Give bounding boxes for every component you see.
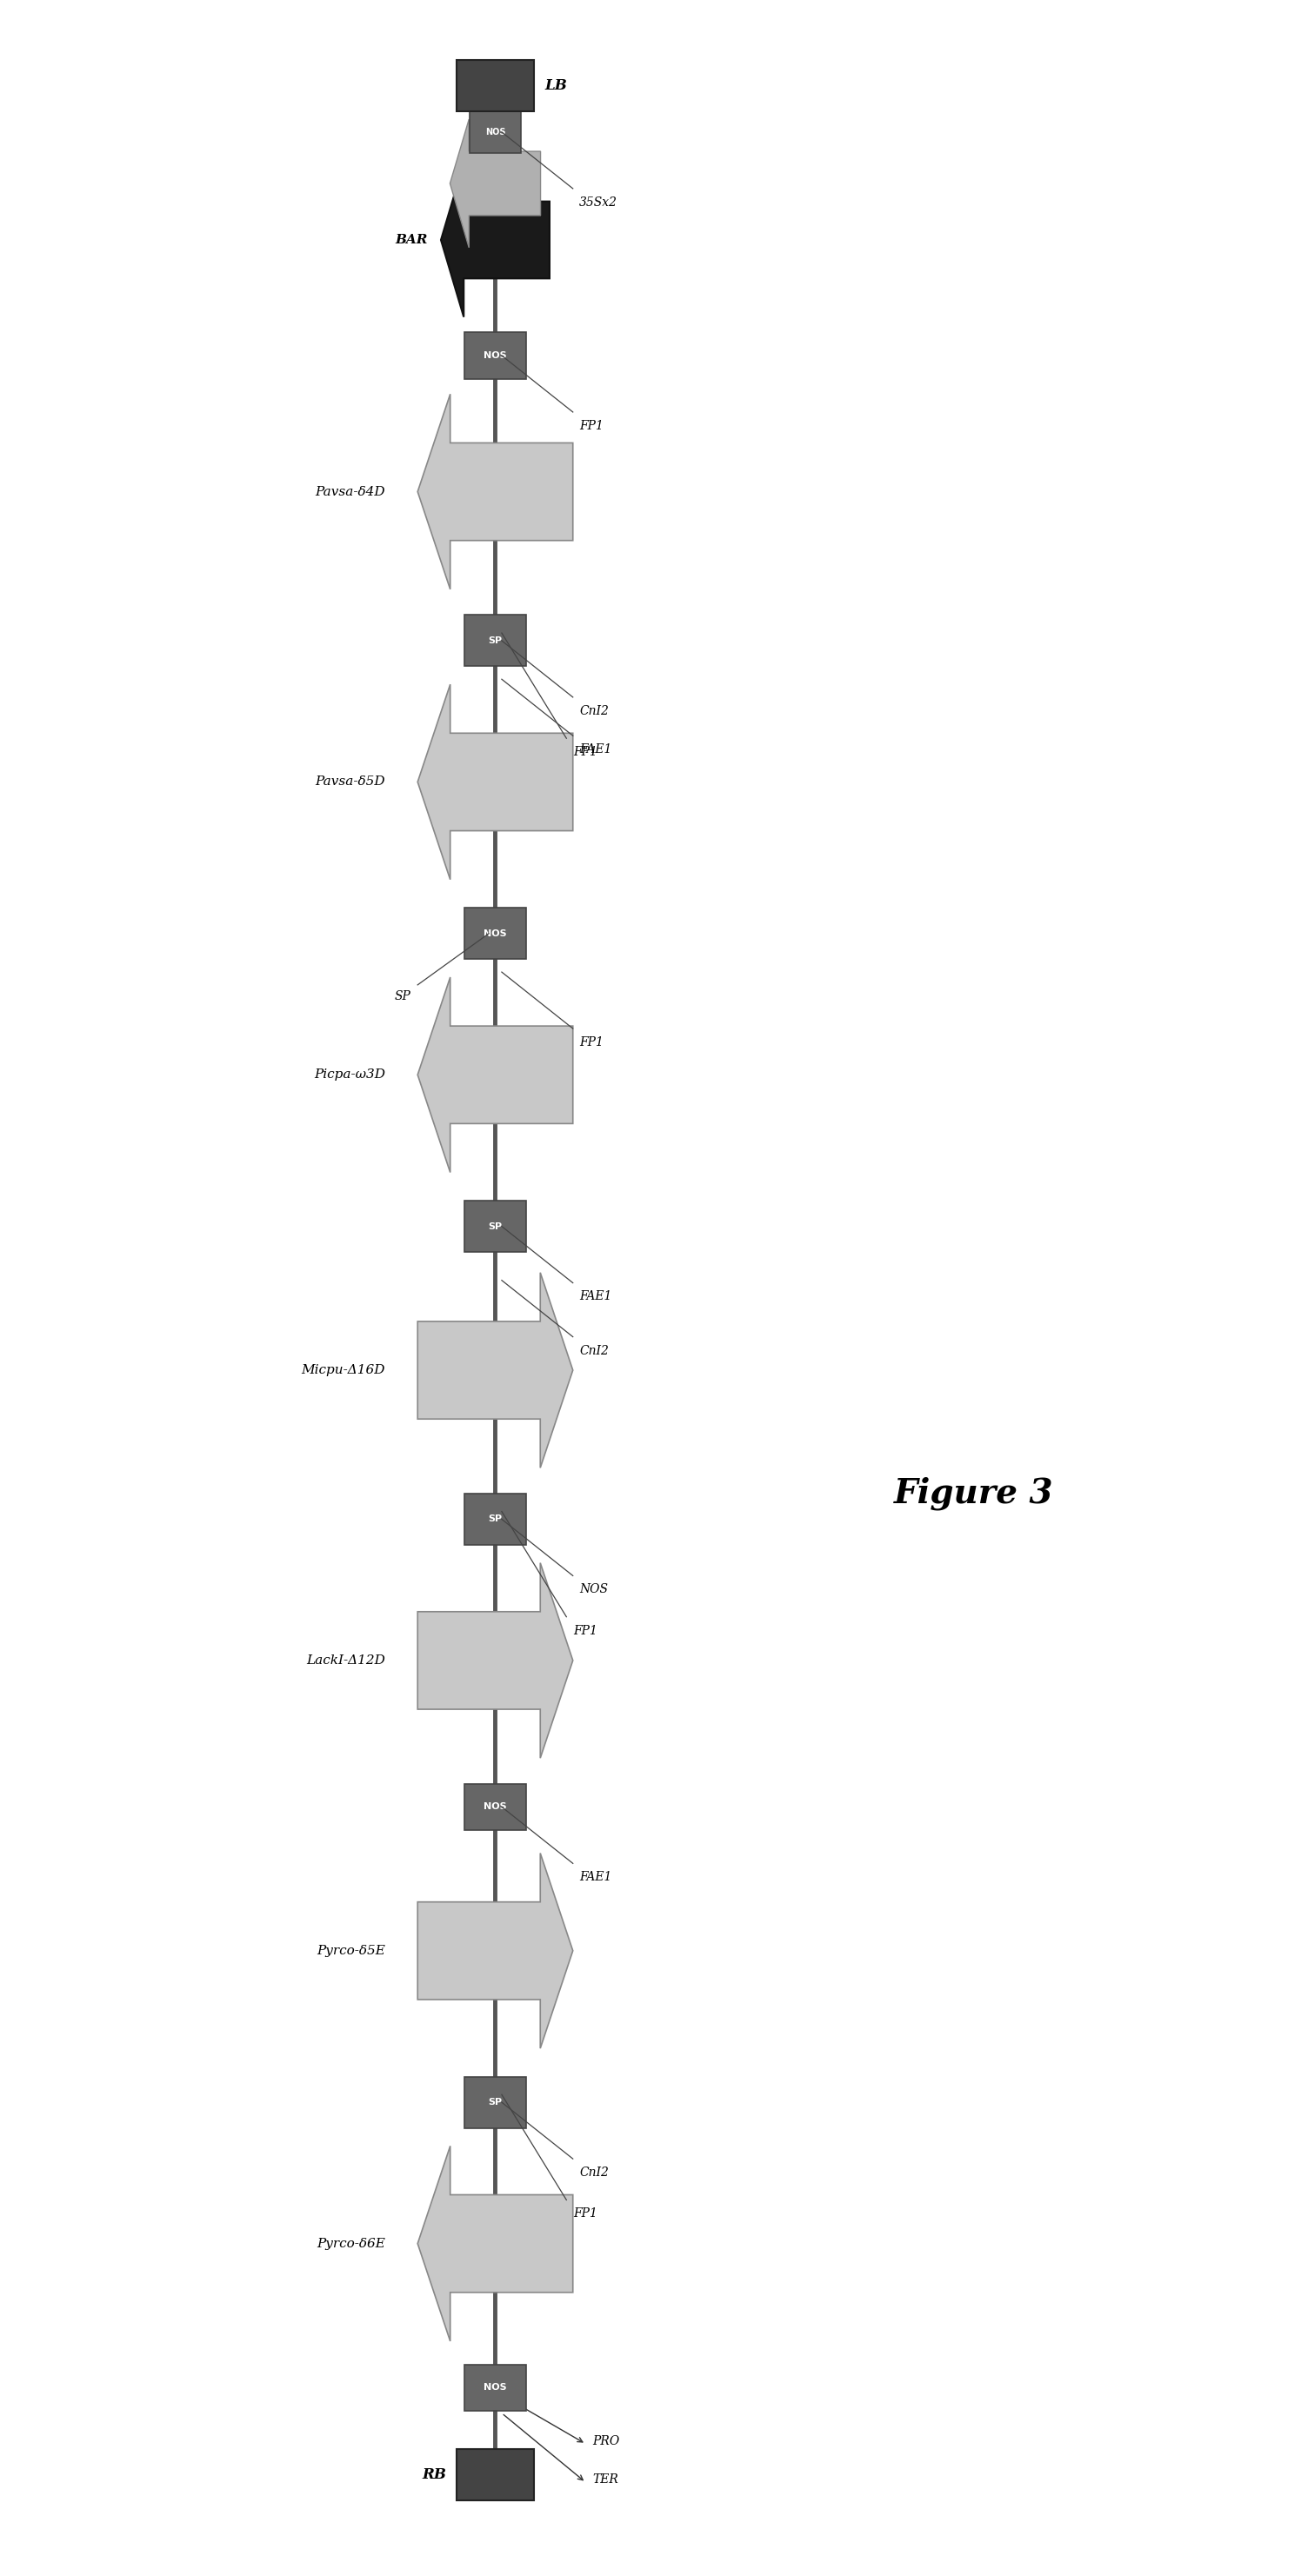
Text: FP1: FP1: [572, 1625, 597, 1636]
Text: SP: SP: [488, 636, 502, 644]
FancyArrow shape: [418, 976, 572, 1172]
Bar: [457, 2450, 535, 2501]
Text: NOS: NOS: [485, 129, 506, 137]
Text: CnI2: CnI2: [579, 2166, 609, 2179]
Text: NOS: NOS: [484, 350, 507, 361]
Text: Pavsa-δ5D: Pavsa-δ5D: [315, 775, 385, 788]
FancyArrow shape: [418, 2146, 572, 2342]
Text: SP: SP: [488, 2097, 502, 2107]
Text: NOS: NOS: [579, 1584, 608, 1595]
Text: Pavsa-δ4D: Pavsa-δ4D: [315, 487, 385, 497]
FancyArrow shape: [450, 118, 540, 247]
Text: 35Sx2: 35Sx2: [579, 196, 618, 209]
Text: SP: SP: [488, 1515, 502, 1522]
Text: FAE1: FAE1: [579, 744, 611, 755]
Bar: [470, 111, 522, 152]
FancyArrow shape: [418, 685, 572, 878]
Text: FAE1: FAE1: [579, 1291, 611, 1303]
Text: CnI2: CnI2: [579, 1345, 609, 1358]
Text: NOS: NOS: [484, 930, 507, 938]
Bar: [464, 1783, 527, 1829]
Text: FP1: FP1: [572, 747, 597, 757]
Text: PRO: PRO: [592, 2434, 619, 2447]
Text: NOS: NOS: [484, 2383, 507, 2391]
Text: TER: TER: [592, 2473, 618, 2486]
Text: SP: SP: [394, 989, 411, 1002]
Bar: [464, 1494, 527, 1546]
Text: RB: RB: [422, 2468, 446, 2483]
Text: BAR: BAR: [396, 234, 428, 247]
Text: CnI2: CnI2: [579, 706, 609, 716]
Bar: [464, 907, 527, 958]
Text: FP1: FP1: [572, 2208, 597, 2221]
Text: NOS: NOS: [484, 1803, 507, 1811]
Text: LB: LB: [544, 77, 567, 93]
Bar: [464, 2076, 527, 2128]
Text: FAE1: FAE1: [579, 1870, 611, 1883]
FancyArrow shape: [418, 394, 572, 590]
Text: Picpa-ω3D: Picpa-ω3D: [314, 1069, 385, 1082]
Bar: [464, 616, 527, 667]
Bar: [464, 2365, 527, 2411]
Text: Figure 3: Figure 3: [894, 1476, 1054, 1510]
Text: FP1: FP1: [579, 420, 604, 433]
FancyArrow shape: [418, 1273, 572, 1468]
Text: Pyrco-δ6E: Pyrco-δ6E: [316, 2239, 385, 2249]
Text: Pyrco-δ5E: Pyrco-δ5E: [316, 1945, 385, 1958]
Text: FP1: FP1: [579, 1036, 604, 1048]
Bar: [464, 1200, 527, 1252]
FancyArrow shape: [441, 162, 549, 317]
Bar: [464, 332, 527, 379]
Text: SP: SP: [488, 1221, 502, 1231]
Bar: [457, 59, 535, 111]
FancyArrow shape: [418, 1564, 572, 1757]
FancyArrow shape: [418, 1852, 572, 2048]
Text: LackI-Δ12D: LackI-Δ12D: [306, 1654, 385, 1667]
Text: Micpu-Δ16D: Micpu-Δ16D: [302, 1365, 385, 1376]
